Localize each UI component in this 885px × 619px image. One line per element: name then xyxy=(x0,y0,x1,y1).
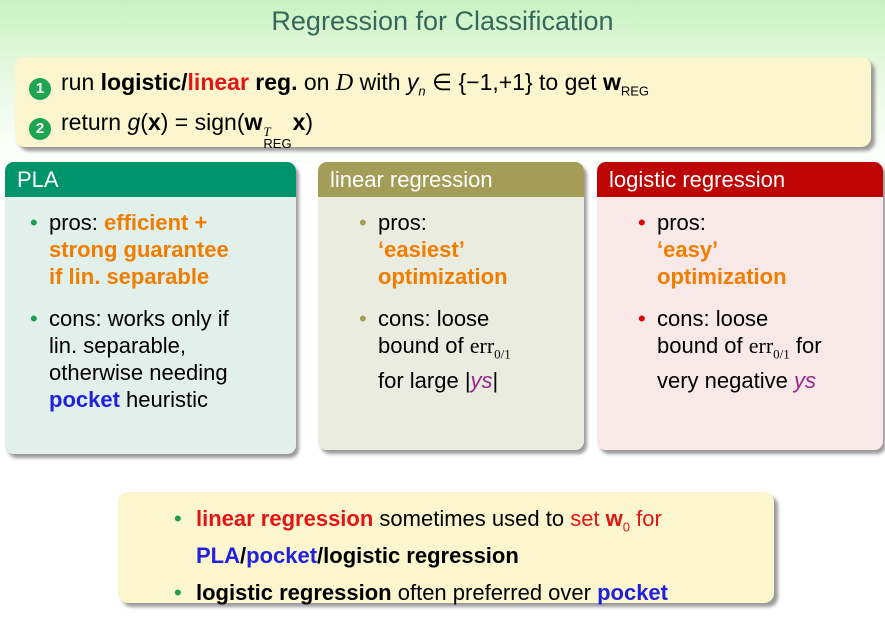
card-linear-regression-header: linear regression xyxy=(318,162,584,197)
seg-equals-sign: = sign( xyxy=(168,109,245,135)
summary-item-1: linear regression sometimes used to set … xyxy=(174,504,758,570)
cons-line: for large xyxy=(378,368,465,394)
cons-line: bound of xyxy=(378,333,470,358)
math-sub-reg: REG xyxy=(263,136,292,151)
math-dataset-D: D xyxy=(335,70,354,96)
math-y: y xyxy=(406,69,419,95)
pros-highlight: efficient + xyxy=(104,210,208,235)
pros-label: pros: xyxy=(49,210,105,235)
pros-highlight: ‘easiest’ xyxy=(378,237,465,262)
math-w0-sub: 0 xyxy=(622,519,631,535)
logistic-regression-keyword: logistic regression xyxy=(196,580,392,606)
abs-bar: | xyxy=(492,368,499,394)
slash: / xyxy=(317,543,324,569)
pros-highlight: strong guarantee xyxy=(49,237,229,262)
seg-return: return xyxy=(61,109,128,135)
linear-list: pros:‘easiest’optimization cons: loosebo… xyxy=(326,209,576,394)
math-sup-T: T xyxy=(263,124,271,139)
math-ys: ys xyxy=(470,368,493,394)
seg-reg: reg. xyxy=(248,69,298,95)
cons-line: very negative xyxy=(657,368,794,394)
pros-highlight: ‘easy’ xyxy=(657,237,719,262)
seg-with: with xyxy=(353,69,407,95)
seg-on: on xyxy=(297,69,336,95)
card-linear-regression-body: pros:‘easiest’optimization cons: loosebo… xyxy=(318,197,584,450)
card-logistic-regression-header: logistic regression xyxy=(597,162,883,197)
cons-line: cons: loose xyxy=(378,306,490,331)
linear-pros-item: pros:‘easiest’optimization xyxy=(359,209,576,290)
pocket-keyword: pocket xyxy=(597,580,668,606)
card-linear-regression: linear regression pros:‘easiest’optimiza… xyxy=(318,162,584,450)
card-pla-header: PLA xyxy=(5,162,296,197)
math-x: x xyxy=(292,109,306,135)
summary-list: linear regression sometimes used to set … xyxy=(134,504,758,607)
algorithm-box: 1 run logistic/linear reg. on D with yn ∈… xyxy=(15,57,871,150)
seg-toget: to get xyxy=(539,69,603,95)
summary-item-2: logistic regression often preferred over… xyxy=(174,578,758,607)
pla-keyword: PLA xyxy=(196,543,240,569)
cons-line: bound of xyxy=(657,333,749,358)
linear-regression-keyword: linear regression xyxy=(196,506,374,531)
step-1-number-badge: 1 xyxy=(29,78,51,100)
seg-linear: linear xyxy=(187,69,249,95)
paren-close: ) xyxy=(160,109,169,135)
cons-line: cons: loose xyxy=(657,306,769,331)
math-supsub-T-reg: T REG xyxy=(263,124,292,151)
logistic-pros-item: pros:‘easy’optimization xyxy=(638,209,875,290)
cons-line: for xyxy=(789,333,822,358)
math-set-membership: ∈ {−1,+1} xyxy=(425,69,540,95)
math-ys: ys xyxy=(793,368,816,394)
pros-highlight: optimization xyxy=(657,264,787,289)
step-2: 2 return g(x) = sign(w T REG x) xyxy=(29,102,857,150)
slash: / xyxy=(240,543,247,569)
set-w0-text: for xyxy=(630,506,662,531)
math-err: err xyxy=(748,333,774,358)
math-err-sub: 0/1 xyxy=(773,346,790,362)
summary-text: often preferred over xyxy=(391,580,598,606)
math-w0: w xyxy=(605,506,623,531)
step-2-number-badge: 2 xyxy=(29,118,51,140)
pocket-keyword: pocket xyxy=(49,387,120,412)
abs-bar: | xyxy=(464,368,471,394)
page-title: Regression for Classification xyxy=(271,6,614,36)
paren-close: ) xyxy=(305,109,314,135)
logistic-list: pros:‘easy’optimization cons: loosebound… xyxy=(605,209,875,394)
pros-label: pros: xyxy=(657,210,706,235)
math-err-sub: 0/1 xyxy=(494,346,511,362)
pros-highlight: if lin. separable xyxy=(49,264,210,289)
pros-highlight: optimization xyxy=(378,264,508,289)
logistic-regression-keyword: logistic regression xyxy=(323,543,519,569)
cons-line: otherwise needing xyxy=(49,360,228,385)
seg-run: run xyxy=(61,69,101,95)
math-sub-reg: REG xyxy=(620,83,650,99)
seg-logistic: logistic/ xyxy=(100,69,188,95)
cons-line: cons: works only if xyxy=(49,306,229,331)
paren-open: ( xyxy=(140,109,148,135)
math-w: w xyxy=(244,109,263,135)
math-x: x xyxy=(147,109,161,135)
cons-line: heuristic xyxy=(119,387,208,412)
math-sub-n: n xyxy=(418,83,426,99)
set-w0-text: set xyxy=(570,506,606,531)
pros-label: pros: xyxy=(378,210,427,235)
summary-box: linear regression sometimes used to set … xyxy=(118,492,774,607)
math-g: g xyxy=(127,109,141,135)
card-pla: PLA pros: efficient +strong guaranteeif … xyxy=(5,162,296,454)
math-w: w xyxy=(602,69,621,95)
card-logistic-regression-body: pros:‘easy’optimization cons: loosebound… xyxy=(597,197,883,450)
pocket-keyword: pocket xyxy=(246,543,318,569)
step-1: 1 run logistic/linear reg. on D with yn ∈… xyxy=(29,62,857,102)
card-logistic-regression: logistic regression pros:‘easy’optimizat… xyxy=(597,162,883,450)
summary-text: sometimes used to xyxy=(373,506,571,531)
cons-line: lin. separable, xyxy=(49,333,186,358)
math-err: err xyxy=(469,333,495,358)
